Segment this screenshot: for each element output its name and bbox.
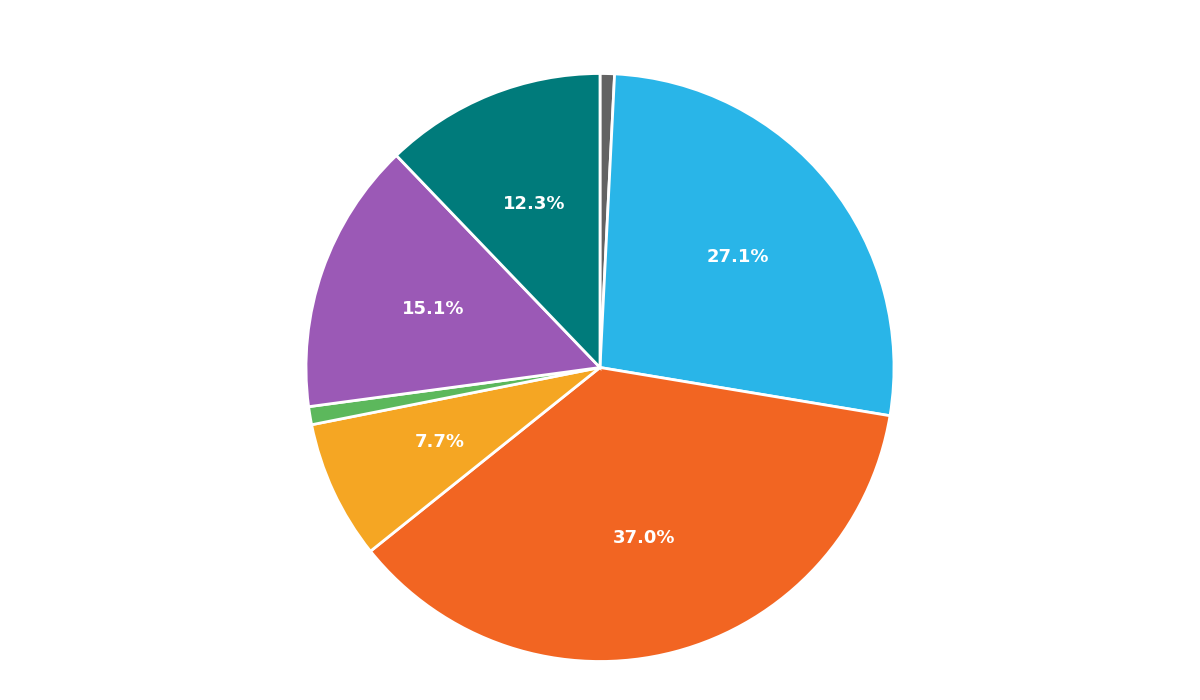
Wedge shape [371,368,890,662]
Text: 7.7%: 7.7% [415,433,466,451]
Wedge shape [600,74,614,368]
Wedge shape [600,74,894,416]
Text: 27.1%: 27.1% [706,248,769,266]
Wedge shape [308,368,600,425]
Text: 37.0%: 37.0% [613,529,676,547]
Text: 15.1%: 15.1% [402,300,464,318]
Wedge shape [306,155,600,407]
Wedge shape [312,368,600,551]
Wedge shape [396,74,600,368]
Text: 12.3%: 12.3% [503,195,565,213]
